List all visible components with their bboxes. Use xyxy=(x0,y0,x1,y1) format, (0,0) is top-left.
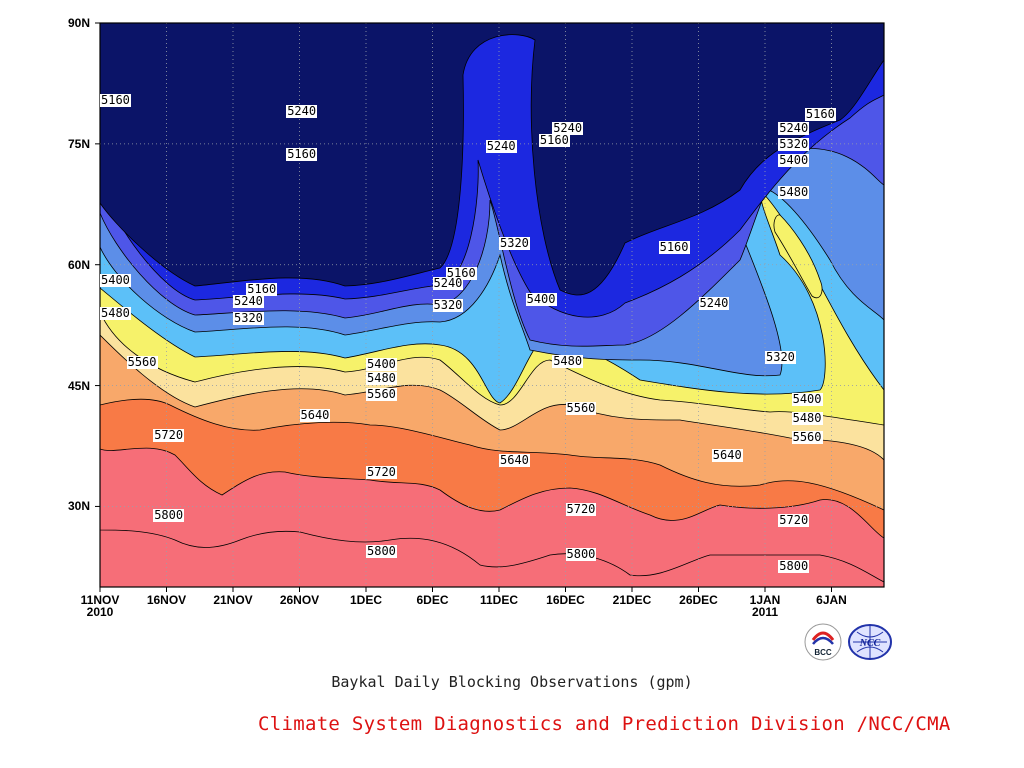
x-tick-label: 11DEC xyxy=(479,593,519,607)
contour-label: 5160 xyxy=(286,147,318,162)
contour-label: 5640 xyxy=(499,453,530,468)
tick-marks xyxy=(95,22,832,592)
contour-label: 5240 xyxy=(778,121,810,136)
contour-label: 5480 xyxy=(552,354,584,369)
contour-label: 5320 xyxy=(233,310,264,325)
contour-label: 5800 xyxy=(778,558,810,573)
contour-label: 5240 xyxy=(552,121,584,136)
contour-label: 5400 xyxy=(778,152,810,167)
contour-label: 5560 xyxy=(791,429,823,444)
ncc-logo-icon: NCC xyxy=(848,624,892,660)
bcc-logo-icon: BCC xyxy=(804,623,842,661)
contour-label: 5720 xyxy=(565,502,597,517)
contour-label: 5160 xyxy=(246,281,278,296)
x-tick-label: 16NOV xyxy=(146,593,187,607)
contour-label: 5560 xyxy=(126,355,158,369)
contour-label: 5400 xyxy=(366,356,397,371)
y-tick-label: 75N xyxy=(67,136,90,151)
contour-label: 5560 xyxy=(565,400,597,415)
y-tick-label: 60N xyxy=(67,257,90,272)
x-tick-label: 26NOV xyxy=(279,593,320,607)
contour-label: 5160 xyxy=(445,265,477,280)
contour-label: 5640 xyxy=(711,448,743,463)
contour-label: 5320 xyxy=(499,235,530,250)
contour-label: 5400 xyxy=(525,292,557,307)
contour-label: 5480 xyxy=(791,410,823,425)
contour-label: 5800 xyxy=(366,544,397,559)
contour-label: 5240 xyxy=(233,293,264,308)
contour-label: 5240 xyxy=(485,139,517,154)
contour-fills xyxy=(100,23,884,587)
contour-label: 5400 xyxy=(100,272,131,287)
x-tick-label: 6DEC xyxy=(416,593,449,607)
contour-label: 5240 xyxy=(286,103,318,118)
contour-label: 5800 xyxy=(565,546,597,561)
x-tick-label: 6JAN xyxy=(816,593,847,607)
contour-label: 5240 xyxy=(432,276,464,291)
credit-text: Climate System Diagnostics and Predictio… xyxy=(258,713,951,735)
contour-label: 5480 xyxy=(366,371,397,386)
contour-label: 5160 xyxy=(538,133,570,148)
chart-title: Baykal Daily Blocking Observations (gpm) xyxy=(331,673,693,691)
contour-label: 5800 xyxy=(153,508,185,523)
y-tick-label: 30N xyxy=(67,499,90,514)
x-tick-label: 1DEC xyxy=(349,593,382,607)
x-tick-label: 21DEC xyxy=(612,593,652,607)
bcc-logo-text: BCC xyxy=(814,648,832,657)
contour-label: 5160 xyxy=(100,93,131,108)
y-tick-label: 45N xyxy=(67,378,90,393)
contour-label: 5160 xyxy=(658,239,690,254)
contour-label: 5560 xyxy=(366,387,397,402)
contour-label: 5320 xyxy=(778,136,810,151)
x-tick-label: 26DEC xyxy=(679,593,718,607)
band-below-5160 xyxy=(100,23,884,296)
contour-label: 5240 xyxy=(698,296,730,311)
x-tick-label: 16DEC xyxy=(546,593,585,607)
contour-label: 5320 xyxy=(765,350,796,365)
contour-label: 5320 xyxy=(432,297,464,312)
contour-label: 5720 xyxy=(366,465,397,480)
x-tick-label: 21NOV xyxy=(213,593,253,607)
contour-label: 5720 xyxy=(778,512,810,527)
y-tick-label: 90N xyxy=(67,16,90,30)
contour-label: 5480 xyxy=(778,185,810,199)
ncc-logo-text: NCC xyxy=(859,638,881,649)
x-tick-label: 11NOV 2010 xyxy=(80,593,120,619)
x-tick-label: 1JAN 2011 xyxy=(749,593,781,619)
contour-label: 5720 xyxy=(153,427,185,442)
contour-label: 5480 xyxy=(100,305,131,320)
contour-label: 5400 xyxy=(791,392,823,407)
plot-frame xyxy=(99,22,885,588)
contour-label: 5640 xyxy=(299,408,331,423)
contour-label: 5160 xyxy=(804,106,836,121)
closed-contour-5560 xyxy=(773,214,823,299)
